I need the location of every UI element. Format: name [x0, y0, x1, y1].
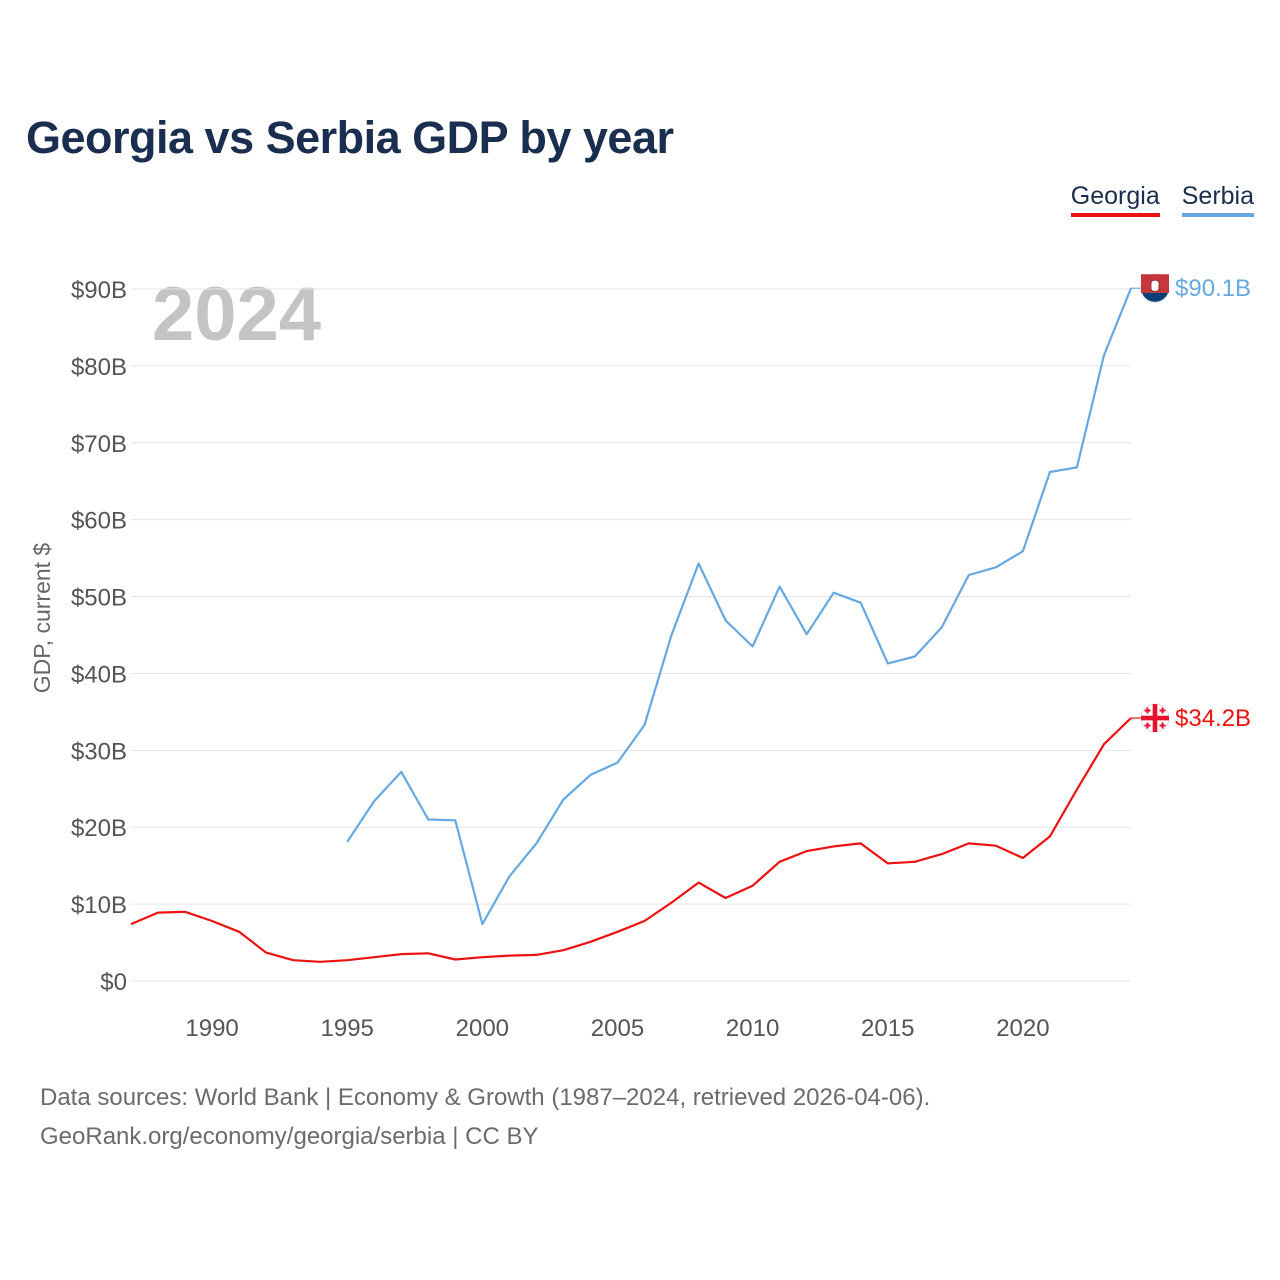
x-tick-label: 2005: [591, 1015, 644, 1042]
legend-item-serbia[interactable]: Serbia: [1181, 182, 1254, 217]
year-watermark: 2024: [152, 272, 321, 357]
end-markers: $34.2B $90.1B: [1131, 273, 1251, 733]
source-line-2[interactable]: GeoRank.org/economy/georgia/serbia | CC …: [40, 1123, 539, 1150]
end-value-label-georgia: $34.2B: [1175, 705, 1251, 732]
y-tick-label: $50B: [71, 585, 127, 612]
chart-plot: 2024 $0$10B$20B$30B$40B$50B$60B$70B$80B$…: [29, 272, 1251, 1042]
x-tick-label: 2010: [726, 1015, 779, 1042]
series-lines: [130, 287, 1133, 963]
x-tick-label: 2015: [861, 1015, 914, 1042]
y-tick-label: $80B: [71, 354, 127, 381]
series-line-georgia[interactable]: [130, 717, 1132, 963]
x-tick-label: 1990: [185, 1015, 238, 1042]
serbia-flag-icon: [1140, 273, 1170, 303]
y-tick-label: $30B: [71, 738, 127, 765]
end-value-label-serbia: $90.1B: [1175, 275, 1251, 302]
y-axis-ticks: $0 $10B $20B $30B $40B $50B $60B $70B $80B $90B: [71, 277, 127, 996]
x-tick-label: 2000: [456, 1015, 509, 1042]
y-tick-label: $60B: [71, 508, 127, 535]
grid-lines: [131, 288, 1131, 982]
legend-item-georgia[interactable]: Georgia: [1070, 182, 1160, 217]
y-tick-label: $20B: [71, 815, 127, 842]
x-tick-label: 1995: [321, 1015, 374, 1042]
y-tick-label: $70B: [71, 431, 127, 458]
y-tick-label: $40B: [71, 661, 127, 688]
source-line-1: Data sources: World Bank | Economy & Gro…: [40, 1084, 931, 1111]
x-axis-ticks: 1990 1995 2000 2005 2010 2015 2020: [185, 1015, 1049, 1042]
georgia-flag-icon: [1140, 703, 1170, 733]
legend: Georgia Serbia: [1070, 182, 1254, 217]
chart-title: Georgia vs Serbia GDP by year: [26, 112, 674, 163]
y-tick-label: $10B: [71, 892, 127, 919]
y-axis-label: GDP, current $: [29, 543, 55, 694]
x-tick-label: 2020: [996, 1015, 1049, 1042]
y-tick-label: $90B: [71, 277, 127, 304]
series-line-serbia[interactable]: [346, 287, 1133, 926]
y-tick-label: $0: [100, 969, 127, 996]
